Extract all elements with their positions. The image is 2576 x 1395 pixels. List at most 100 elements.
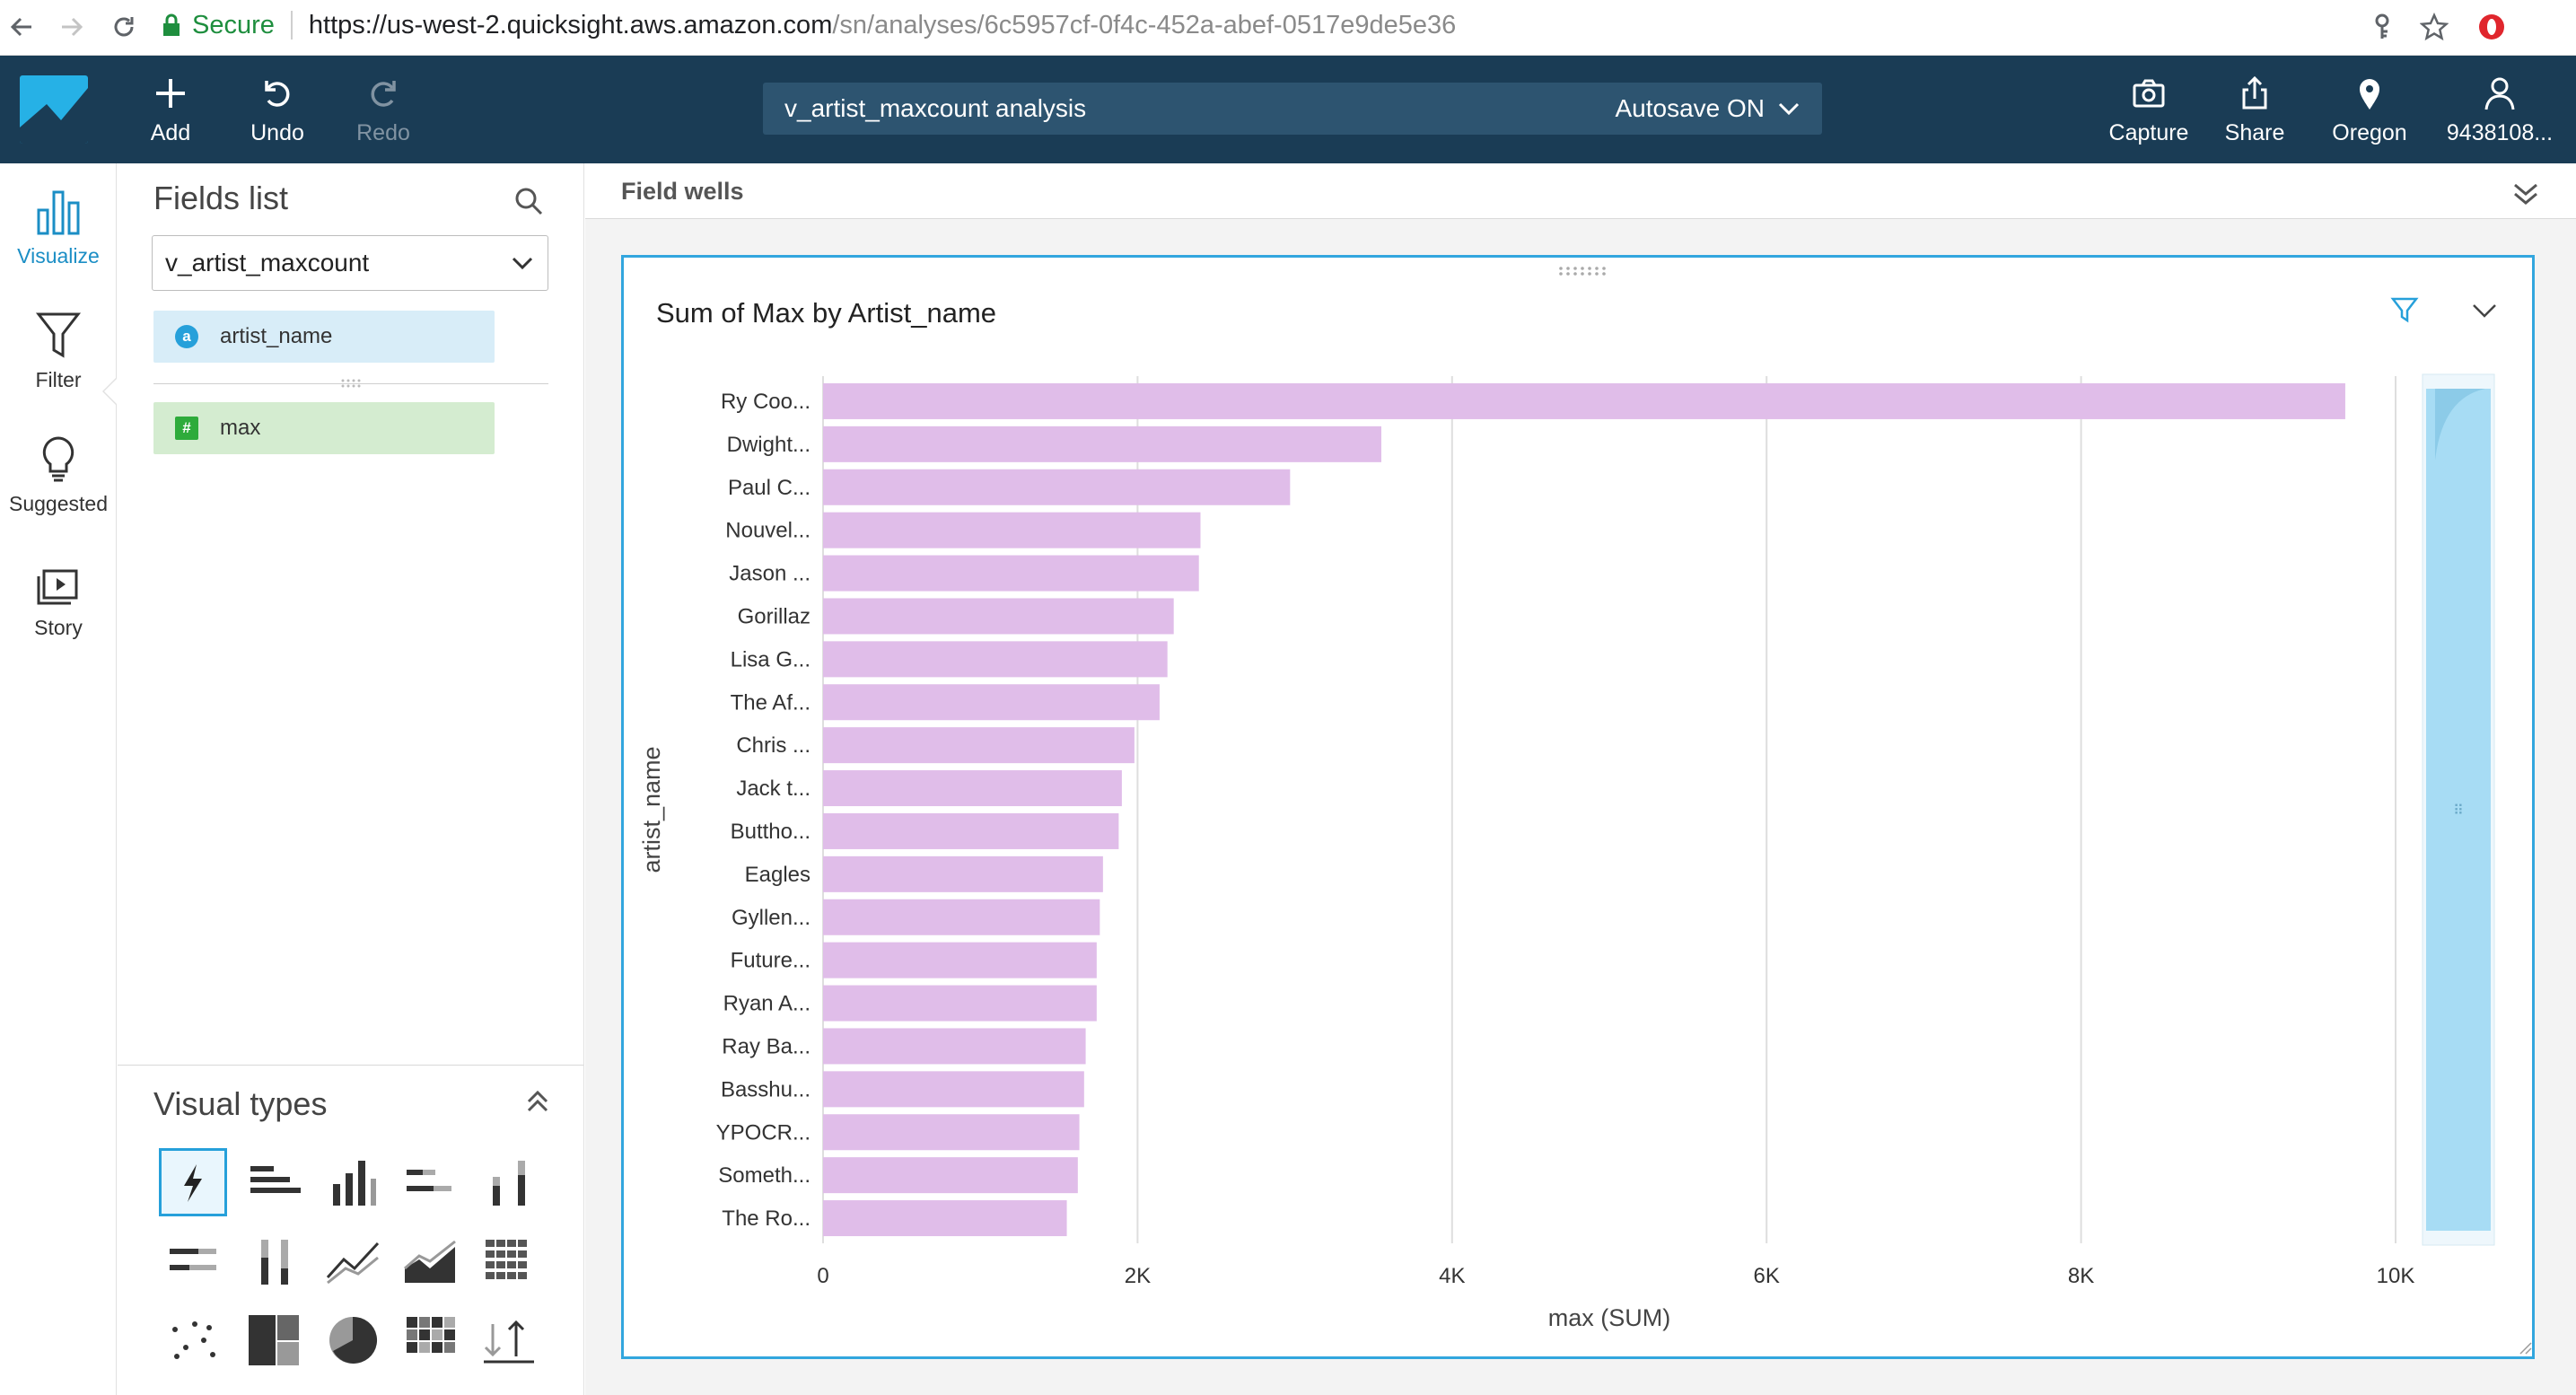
- autosave-dropdown[interactable]: Autosave ON: [1615, 94, 1801, 123]
- stacked-bar-100-chart-icon[interactable]: [159, 1227, 227, 1295]
- rail-suggested[interactable]: Suggested: [0, 434, 117, 533]
- bar[interactable]: [823, 899, 1100, 935]
- account-button[interactable]: 9438108...: [2441, 75, 2558, 151]
- bar[interactable]: [823, 985, 1097, 1022]
- heat-map-icon[interactable]: [396, 1306, 464, 1374]
- line-chart-icon[interactable]: [319, 1227, 387, 1295]
- rail-filter-label: Filter: [35, 368, 82, 391]
- field-item-artist-name[interactable]: a artist_name: [153, 311, 495, 363]
- scrollbar-grip-icon[interactable]: ⠿: [2453, 803, 2464, 819]
- field-item-max[interactable]: # max: [153, 402, 495, 454]
- tree-map-icon[interactable]: [240, 1306, 308, 1374]
- category-label: Lisa G...: [731, 647, 810, 671]
- bar[interactable]: [823, 1071, 1084, 1108]
- bar[interactable]: [823, 812, 1119, 849]
- add-button[interactable]: Add: [144, 75, 197, 151]
- left-nav-rail: Visualize Filter Suggested Story: [0, 163, 117, 1395]
- bar[interactable]: [823, 770, 1122, 807]
- stacked-column-chart-icon[interactable]: [475, 1148, 543, 1216]
- visual-card[interactable]: Sum of Max by Artist_name Ry Coo... Dwigh…: [621, 255, 2535, 1359]
- category-label: The Af...: [731, 690, 810, 715]
- bar[interactable]: [823, 1114, 1080, 1151]
- kpi-icon[interactable]: [475, 1306, 543, 1374]
- x-axis-title: max (SUM): [1548, 1304, 1671, 1331]
- horizontal-bar-chart-icon[interactable]: [240, 1148, 308, 1216]
- bar[interactable]: [823, 598, 1174, 635]
- filter-funnel-icon[interactable]: [2390, 295, 2419, 324]
- search-icon[interactable]: [511, 183, 547, 219]
- drag-handle-icon[interactable]: [340, 377, 362, 390]
- x-tick-label: 6K: [1754, 1264, 1780, 1288]
- bar[interactable]: [823, 1157, 1078, 1194]
- bar[interactable]: [823, 641, 1168, 678]
- dimension-badge-icon: a: [175, 325, 198, 348]
- rail-filter[interactable]: Filter: [0, 311, 117, 409]
- opera-extension-icon[interactable]: [2472, 7, 2511, 47]
- rail-visualize[interactable]: Visualize: [0, 187, 117, 285]
- analysis-title[interactable]: v_artist_maxcount analysis: [784, 94, 1087, 122]
- bar[interactable]: [823, 1200, 1067, 1237]
- lightbulb-icon: [42, 436, 74, 482]
- area-chart-icon[interactable]: [396, 1227, 464, 1295]
- rail-story-label: Story: [34, 616, 83, 639]
- bar[interactable]: [823, 942, 1097, 978]
- scrollbar-thumb[interactable]: [2426, 389, 2491, 1231]
- analysis-title-bar[interactable]: v_artist_maxcount analysis Autosave ON: [763, 83, 1822, 135]
- key-icon[interactable]: [2362, 7, 2402, 47]
- category-label: The Ro...: [722, 1206, 810, 1231]
- chart-category-labels: Ry Coo... Dwight... Paul C... Nouvel... Jaso…: [716, 390, 810, 1231]
- bar[interactable]: [823, 1028, 1086, 1065]
- address-bar[interactable]: Secure https://us-west-2.quicksight.aws.…: [162, 4, 2334, 47]
- scatter-plot-icon[interactable]: [159, 1306, 227, 1374]
- chart-scrollbar[interactable]: ⠿: [2422, 373, 2495, 1246]
- reload-icon[interactable]: [102, 5, 145, 48]
- bar[interactable]: [823, 426, 1381, 462]
- bar[interactable]: [823, 469, 1291, 505]
- fields-panel: Fields list v_artist_maxcount a artist_n…: [118, 163, 584, 1395]
- undo-label: Undo: [250, 120, 304, 145]
- dataset-select[interactable]: v_artist_maxcount: [152, 235, 548, 291]
- field-wells-bar[interactable]: Field wells: [585, 163, 2576, 219]
- redo-button[interactable]: Redo: [352, 75, 415, 151]
- x-tick-label: 0: [817, 1264, 828, 1288]
- rail-story[interactable]: Story: [0, 558, 117, 657]
- bar[interactable]: [823, 727, 1135, 764]
- drag-handle-icon[interactable]: [1557, 265, 1611, 277]
- expand-down-icon[interactable]: [2508, 174, 2544, 210]
- forward-arrow-icon[interactable]: [50, 5, 93, 48]
- rail-visualize-label: Visualize: [17, 244, 100, 268]
- bar[interactable]: [823, 382, 2345, 419]
- chevron-down-icon[interactable]: [2469, 295, 2500, 326]
- stacked-bar-chart-icon[interactable]: [396, 1148, 464, 1216]
- chevron-down-icon: [512, 257, 533, 270]
- add-label: Add: [150, 120, 191, 145]
- x-tick-label: 10K: [2377, 1264, 2415, 1288]
- category-label: Future...: [731, 949, 810, 973]
- quicksight-logo[interactable]: [20, 75, 88, 144]
- bar[interactable]: [823, 555, 1199, 592]
- category-label: Jack t...: [736, 776, 810, 801]
- stacked-column-100-chart-icon[interactable]: [240, 1227, 308, 1295]
- capture-button[interactable]: Capture: [2104, 75, 2194, 151]
- bar-chart: Ry Coo... Dwight... Paul C... Nouvel... Jaso…: [638, 373, 2495, 1331]
- url-path: /sn/analyses/6c5957cf-0f4c-452a-abef-051…: [832, 10, 1457, 39]
- vertical-bar-chart-icon[interactable]: [319, 1148, 387, 1216]
- pie-chart-icon[interactable]: [319, 1306, 387, 1374]
- collapse-up-icon[interactable]: [521, 1085, 554, 1118]
- back-arrow-icon[interactable]: [0, 5, 43, 48]
- bookmark-star-icon[interactable]: [2414, 7, 2454, 47]
- visual-types-panel: Visual types: [118, 1065, 583, 1395]
- region-button[interactable]: Oregon: [2325, 75, 2414, 151]
- autograph-visual-icon[interactable]: [159, 1148, 227, 1216]
- capture-label: Capture: [2108, 120, 2189, 145]
- resize-handle-icon[interactable]: [2518, 1340, 2532, 1355]
- x-tick-label: 8K: [2068, 1264, 2094, 1288]
- bar[interactable]: [823, 855, 1103, 892]
- bar[interactable]: [823, 512, 1201, 548]
- category-label: Basshu...: [721, 1077, 810, 1101]
- bar[interactable]: [823, 684, 1160, 721]
- undo-button[interactable]: Undo: [246, 75, 309, 151]
- url-host: https://us-west-2.quicksight.aws.amazon.…: [308, 10, 833, 39]
- pivot-table-icon[interactable]: [475, 1227, 543, 1295]
- share-button[interactable]: Share: [2219, 75, 2291, 151]
